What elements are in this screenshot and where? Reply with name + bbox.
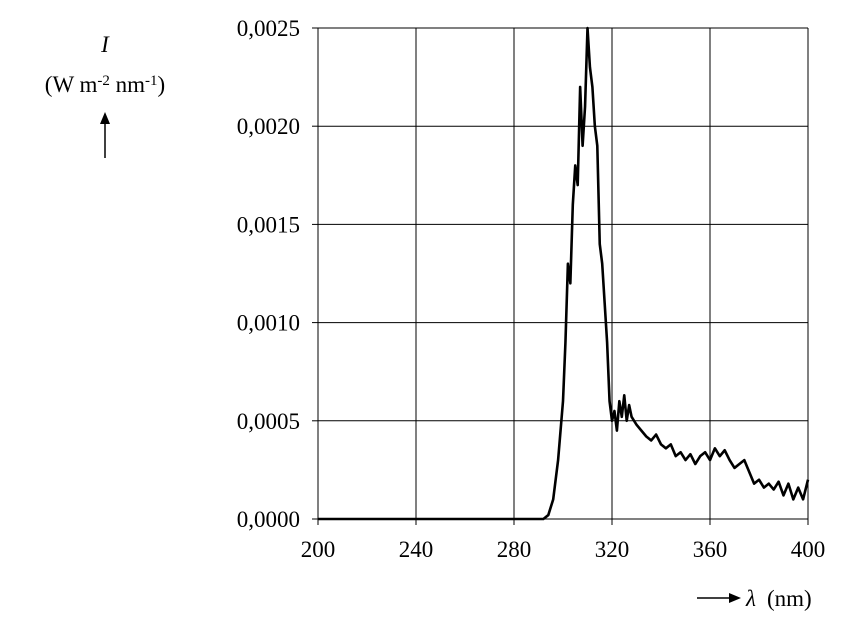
x-tick-label: 240 xyxy=(399,537,434,562)
x-axis-unit: (nm) xyxy=(767,586,812,611)
y-arrow-head xyxy=(100,112,110,124)
y-tick-label: 0,0025 xyxy=(237,16,300,41)
x-tick-label: 200 xyxy=(301,537,336,562)
y-tick-label: 0,0010 xyxy=(237,311,300,336)
unit-part: (W m xyxy=(45,72,98,97)
x-tick-label: 360 xyxy=(693,537,728,562)
x-arrow-head xyxy=(729,593,741,603)
y-axis-unit: (W m-2 nm-1) xyxy=(45,72,165,97)
x-tick-label: 400 xyxy=(791,537,826,562)
y-tick-label: 0,0015 xyxy=(237,212,300,237)
y-axis-label: I xyxy=(100,32,110,57)
superscript: -2 xyxy=(97,73,110,89)
y-tick-label: 0,0020 xyxy=(237,114,300,139)
y-tick-label: 0,0000 xyxy=(237,507,300,532)
x-axis-label: λ xyxy=(745,586,756,611)
data-line xyxy=(318,26,810,521)
y-tick-label: 0,0005 xyxy=(237,409,300,434)
superscript: -1 xyxy=(145,73,158,89)
x-tick-label: 280 xyxy=(497,537,532,562)
unit-part: nm xyxy=(110,72,145,97)
x-tick-label: 320 xyxy=(595,537,630,562)
unit-part: ) xyxy=(158,72,166,97)
